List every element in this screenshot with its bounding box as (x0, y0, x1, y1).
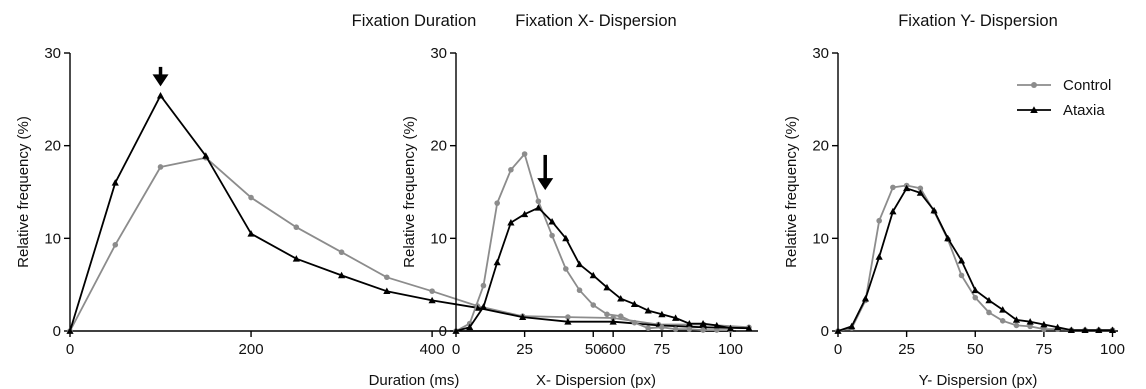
y-tick-label: 10 (44, 230, 61, 247)
data-point-control (112, 242, 118, 248)
data-point-control (563, 266, 569, 272)
data-point-control (632, 320, 638, 326)
data-point-control (549, 233, 555, 239)
data-point-ataxia (576, 261, 583, 267)
x-tick-label: 200 (239, 341, 264, 358)
arrow-annotation (153, 67, 169, 86)
chart-title: Fixation Duration (352, 12, 477, 30)
x-tick-label: 100 (1100, 341, 1125, 358)
legend-marker-control (1031, 82, 1037, 88)
legend: Control Ataxia (1017, 77, 1111, 119)
x-tick-label: 50 (585, 341, 602, 358)
data-point-ataxia (862, 295, 869, 301)
data-point-control (481, 283, 487, 289)
data-point-control (248, 195, 254, 201)
data-point-ataxia (507, 219, 514, 225)
x-axis-label: Duration (ms) (369, 372, 460, 389)
x-tick-label: 400 (420, 341, 445, 358)
data-point-control (618, 313, 624, 319)
x-tick-label: 25 (516, 341, 533, 358)
x-tick-label: 0 (452, 341, 460, 358)
data-point-control (590, 302, 596, 308)
x-tick-label: 100 (718, 341, 743, 358)
data-point-control (536, 198, 542, 204)
data-point-ataxia (293, 255, 300, 261)
arrow-head (537, 178, 553, 190)
data-point-control (158, 164, 164, 170)
y-tick-label: 0 (53, 323, 61, 340)
data-point-ataxia (972, 287, 979, 293)
x-tick-label: 25 (898, 341, 915, 358)
data-point-control (577, 287, 583, 293)
data-point-control (659, 324, 665, 330)
y-tick-label: 30 (430, 45, 447, 62)
chart-title: Fixation Y- Dispersion (898, 12, 1058, 30)
x-tick-label: 600 (601, 341, 626, 358)
y-axis-label: Relative frequency (%) (401, 116, 418, 268)
data-point-control (604, 312, 610, 318)
x-tick-label: 50 (967, 341, 984, 358)
data-point-control (429, 288, 435, 294)
y-axis-label: Relative frequency (%) (15, 116, 32, 268)
data-point-control (294, 224, 300, 230)
data-point-control (494, 200, 500, 206)
x-tick-label: 75 (654, 341, 671, 358)
chart-panel-2: Fixation X- Dispersion 0 10 20 30 0 25 50 75 100 X… (401, 12, 743, 389)
data-point-control (1000, 318, 1006, 324)
data-point-ataxia (494, 259, 501, 265)
y-tick-label: 20 (812, 138, 829, 155)
x-axis-label: X- Dispersion (px) (536, 372, 656, 389)
y-axis-label: Relative frequency (%) (783, 116, 800, 268)
x-tick-label: 0 (66, 341, 74, 358)
data-point-ataxia (876, 253, 883, 259)
arrow-head (153, 74, 169, 86)
data-point-control (876, 218, 882, 224)
data-point-control (645, 325, 651, 331)
data-point-control (687, 326, 693, 332)
y-tick-label: 20 (44, 138, 61, 155)
data-point-control (508, 167, 514, 173)
data-point-ataxia (112, 179, 119, 185)
x-axis-label: Y- Dispersion (px) (919, 372, 1038, 389)
legend-label-ataxia: Ataxia (1063, 102, 1105, 119)
data-point-control (384, 274, 390, 280)
y-tick-label: 0 (439, 323, 447, 340)
y-tick-label: 30 (812, 45, 829, 62)
data-point-control (339, 249, 345, 255)
x-tick-label: 0 (834, 341, 842, 358)
data-point-control (972, 295, 978, 301)
data-point-control (700, 327, 706, 333)
y-tick-label: 0 (821, 323, 829, 340)
y-tick-label: 10 (430, 230, 447, 247)
y-tick-label: 20 (430, 138, 447, 155)
data-point-control (959, 273, 965, 279)
data-point-control (522, 151, 528, 157)
data-point-control (986, 310, 992, 316)
x-tick-label: 75 (1036, 341, 1053, 358)
data-point-ataxia (157, 92, 164, 98)
y-tick-label: 30 (44, 45, 61, 62)
arrow-annotation (537, 155, 553, 190)
data-point-control (1014, 323, 1020, 329)
chart-title: Fixation X- Dispersion (515, 12, 676, 30)
y-tick-label: 10 (812, 230, 829, 247)
data-point-control (890, 185, 896, 191)
legend-label-control: Control (1063, 77, 1111, 94)
data-point-control (673, 326, 679, 332)
chart-panel-3: Fixation Y- Dispersion 0 10 20 30 0 25 50 75 100 Y… (783, 12, 1125, 389)
